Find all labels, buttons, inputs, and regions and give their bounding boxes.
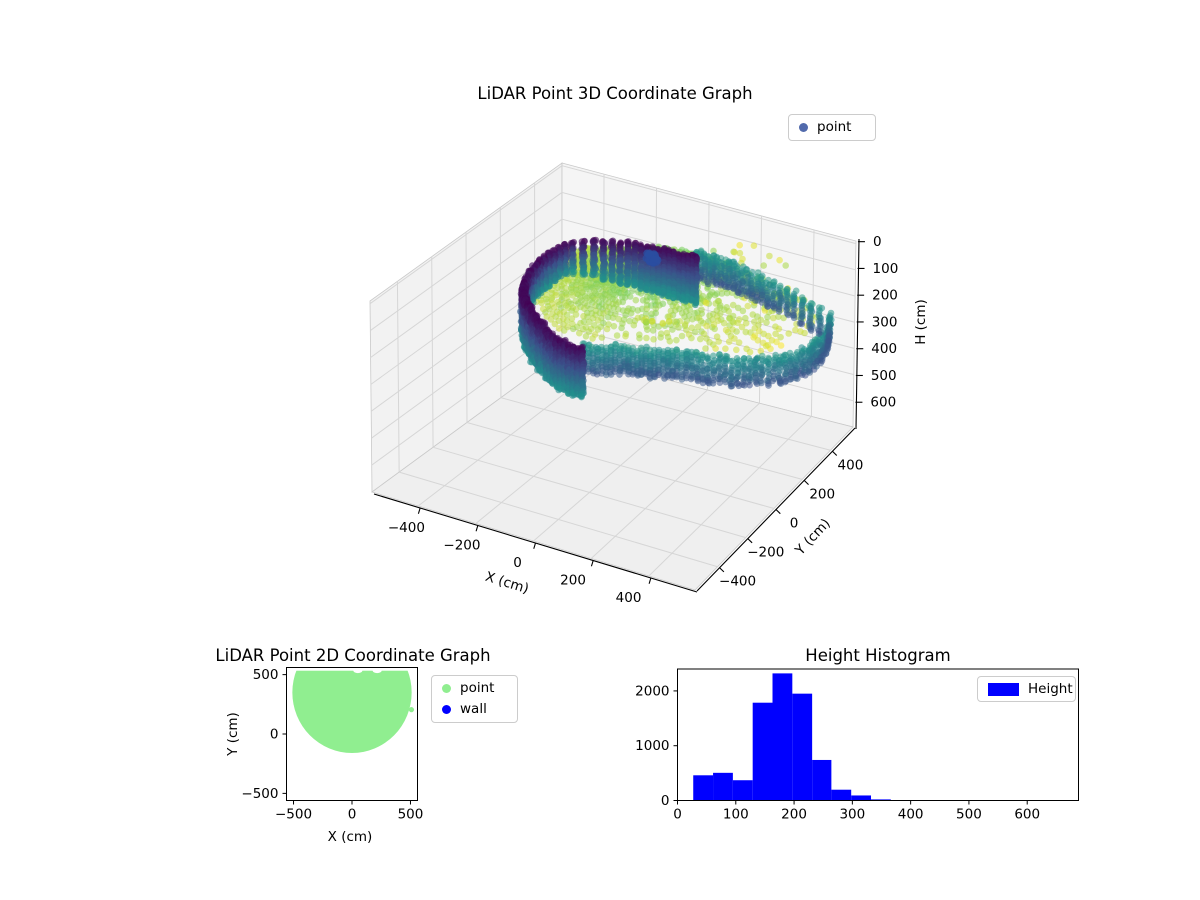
point-marker-icon xyxy=(799,123,808,132)
tick-label: 0 xyxy=(348,807,357,823)
tick-labels: −400−2000200400−400−20002004000100200300… xyxy=(388,234,898,606)
tick-label: 500 xyxy=(871,368,897,384)
tick-label: 200 xyxy=(781,807,807,823)
height-patch-icon xyxy=(988,682,1019,696)
histogram-tick-labels: 0 100 200 300 400 500 600 0 1000 2000 xyxy=(635,683,1040,822)
histogram-title: Height Histogram xyxy=(805,646,951,665)
tick-label: 200 xyxy=(872,288,898,304)
histogram-bar xyxy=(732,780,753,801)
histogram-bar xyxy=(772,673,793,801)
plot3d-legend: point xyxy=(788,114,876,141)
histogram-bar xyxy=(851,795,872,801)
tick-label: 400 xyxy=(898,807,924,823)
legend-item-height: Height xyxy=(988,679,1073,700)
plot2d-tick-labels: −500 0 500 −500 0 500 xyxy=(241,667,423,822)
histogram-legend: Height xyxy=(977,676,1076,702)
tick-label: −500 xyxy=(275,807,312,823)
plot2d-axes: −500 0 500 −500 0 500 xyxy=(241,667,423,823)
tick-label: −500 xyxy=(241,786,278,802)
tick-label: 600 xyxy=(1014,807,1040,823)
tick-label: 500 xyxy=(253,667,279,683)
tick-label: 500 xyxy=(398,807,424,823)
histogram-bars xyxy=(693,673,891,801)
tick-label: 300 xyxy=(839,807,865,823)
legend-label: Height xyxy=(1028,680,1073,697)
histogram-bar xyxy=(693,775,714,801)
plot2d-ticks xyxy=(282,674,411,805)
tick-label: 0 xyxy=(513,555,522,571)
histogram-spines xyxy=(677,668,1079,801)
tick-label: 200 xyxy=(809,486,835,502)
legend-item-point3d: point xyxy=(799,117,865,138)
tick-label: 0 xyxy=(790,516,799,532)
plot2d-ylabel: Y (cm) xyxy=(225,712,241,756)
tick-label: 200 xyxy=(560,573,586,589)
tick-label: 400 xyxy=(838,457,864,473)
tick-label: 400 xyxy=(616,590,642,606)
axis-lines xyxy=(373,238,865,593)
tick-label: 0 xyxy=(873,234,882,250)
legend-item-wall: wall xyxy=(442,699,507,720)
plot3d-axes: −400−2000200400−400−20002004000100200300… xyxy=(369,162,898,606)
histogram-axes: 0 100 200 300 400 500 600 0 1000 2000 xyxy=(635,668,1079,823)
tick-label: 500 xyxy=(956,807,982,823)
scatter2d-points xyxy=(286,667,418,753)
histogram-ticks xyxy=(673,690,1028,805)
plot3d-zlabel: H (cm) xyxy=(913,299,929,345)
legend-label: wall xyxy=(460,701,487,717)
tick-label: 0 xyxy=(270,727,279,743)
histogram-bar xyxy=(792,693,813,801)
tick-label: 300 xyxy=(872,314,898,330)
scatter3d-points xyxy=(517,236,835,401)
histogram-bar xyxy=(713,772,733,801)
tick-label: 100 xyxy=(873,261,899,277)
pane xyxy=(371,352,854,591)
tick-label: 100 xyxy=(723,807,749,823)
tick-label: −400 xyxy=(388,520,425,536)
tick-label: −200 xyxy=(747,545,784,561)
histogram-bar xyxy=(871,799,891,801)
legend-label: point xyxy=(460,680,495,696)
tick-label: 0 xyxy=(673,807,682,823)
tick-label: 600 xyxy=(870,395,896,411)
tick-label: 400 xyxy=(871,341,897,357)
legend-item-point2d: point xyxy=(442,678,507,699)
tick-label: −400 xyxy=(719,574,756,590)
plot2d-title: LiDAR Point 2D Coordinate Graph xyxy=(215,646,491,665)
plot2d-legend: point wall xyxy=(431,675,518,723)
tick-label: 1000 xyxy=(635,738,669,754)
legend-label: point xyxy=(817,119,852,135)
plot3d-title: LiDAR Point 3D Coordinate Graph xyxy=(477,84,753,103)
histogram-bar xyxy=(752,702,773,801)
histogram-bar xyxy=(831,789,852,801)
point-marker-icon xyxy=(442,684,451,693)
wall-marker-icon xyxy=(442,705,451,714)
tick-label: 2000 xyxy=(635,683,669,699)
tick-label: −200 xyxy=(443,538,480,554)
tick-label: 0 xyxy=(661,793,670,809)
histogram-bar xyxy=(812,759,832,801)
plot2d-xlabel: X (cm) xyxy=(327,829,373,845)
